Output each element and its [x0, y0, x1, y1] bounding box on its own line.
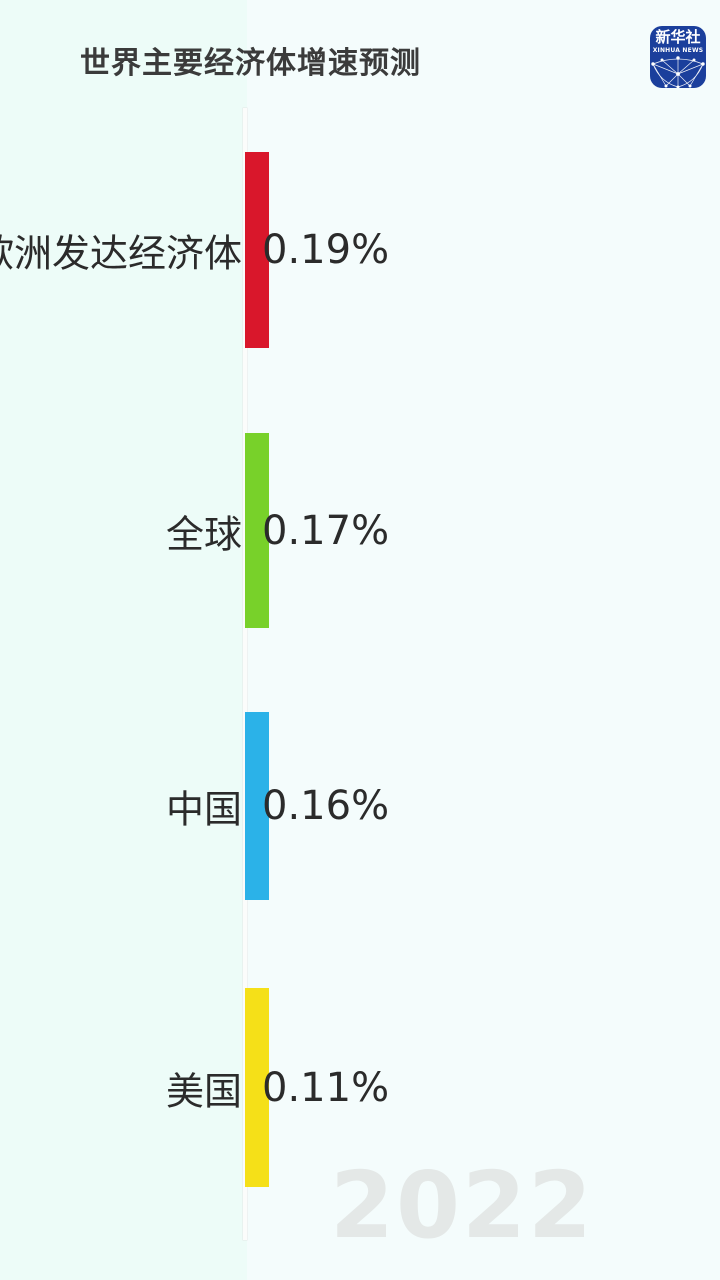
- bar-value-3: 0.11%: [262, 1064, 390, 1111]
- vertical-axis-line: [243, 108, 247, 1240]
- logo-chinese-text: 新华社: [655, 28, 701, 46]
- bar-label-0: 欧洲发达经济体: [0, 231, 242, 276]
- logo-english-text: XINHUA NEWS: [652, 47, 704, 54]
- bar-label-2: 中国: [165, 787, 242, 832]
- bar-2: [245, 712, 269, 900]
- bar-1: [245, 433, 269, 628]
- plot-panel-background: [247, 0, 720, 1280]
- year-watermark: 2022: [329, 1152, 594, 1259]
- bar-label-3: 美国: [165, 1069, 242, 1113]
- bar-value-1: 0.17%: [262, 507, 390, 554]
- xinhua-news-logo: 新华社 XINHUA NEWS: [650, 26, 706, 88]
- bar-3: [245, 988, 269, 1187]
- bar-label-1: 全球: [165, 512, 242, 556]
- bar-value-0: 0.19%: [262, 227, 390, 273]
- bar-value-2: 0.16%: [262, 783, 390, 829]
- logo-network-globe-icon: [651, 56, 705, 88]
- bar-0: [245, 152, 269, 348]
- page-title: 世界主要经济体增速预测: [80, 46, 421, 81]
